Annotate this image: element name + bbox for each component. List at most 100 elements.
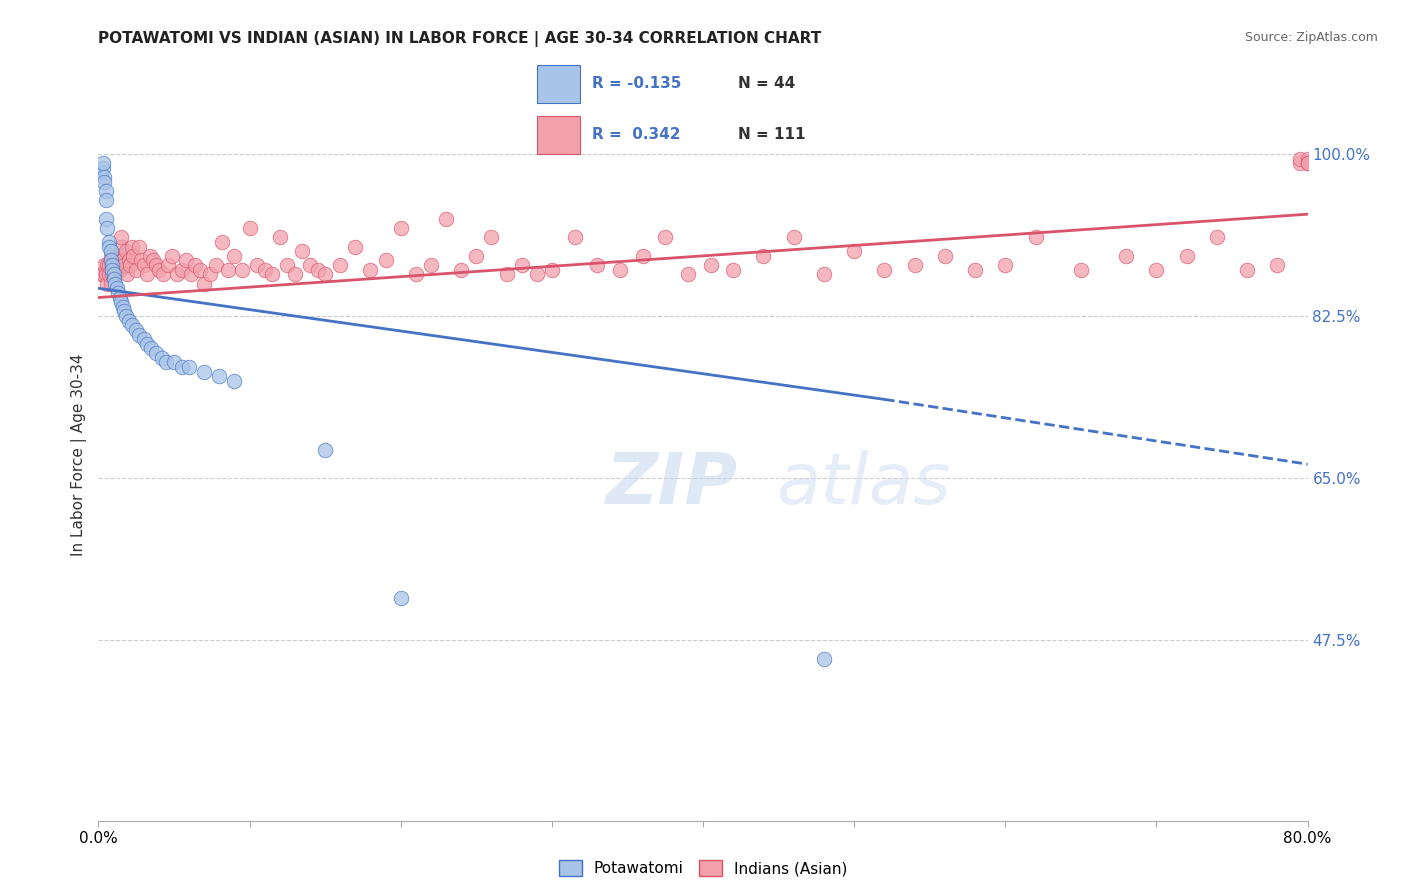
Point <box>844 244 866 259</box>
Point <box>540 262 562 277</box>
Point <box>246 258 269 272</box>
Point <box>110 295 132 310</box>
Point <box>128 327 150 342</box>
Legend: Potawatomi, Indians (Asian): Potawatomi, Indians (Asian) <box>553 855 853 882</box>
Point <box>122 249 145 263</box>
Point <box>465 249 488 263</box>
Point <box>139 249 162 263</box>
Point <box>98 258 121 272</box>
Point <box>782 230 804 244</box>
Point <box>1070 262 1092 277</box>
Point <box>752 249 775 263</box>
Point <box>224 374 246 388</box>
Point <box>105 281 128 295</box>
Point <box>148 262 170 277</box>
Point <box>1296 156 1319 170</box>
Point <box>224 249 246 263</box>
Point <box>162 249 184 263</box>
Point <box>873 262 896 277</box>
Point <box>699 258 721 272</box>
Point <box>314 443 336 458</box>
Point <box>112 258 135 272</box>
Point <box>135 336 157 351</box>
Point <box>177 359 201 374</box>
FancyBboxPatch shape <box>537 116 579 154</box>
Point <box>145 346 167 360</box>
Point <box>586 258 609 272</box>
Point <box>344 239 367 253</box>
Point <box>105 258 128 272</box>
Point <box>389 591 412 606</box>
Point <box>94 184 117 198</box>
Point <box>1296 152 1319 166</box>
Point <box>360 262 382 277</box>
Point <box>163 355 186 369</box>
Text: ZIP: ZIP <box>606 450 738 518</box>
Point <box>405 268 427 282</box>
Point <box>419 258 441 272</box>
Point <box>94 268 117 282</box>
Point <box>105 262 128 277</box>
Point <box>132 258 155 272</box>
Point <box>107 285 129 300</box>
Point <box>609 262 631 277</box>
Point <box>510 258 533 272</box>
Point <box>934 249 956 263</box>
Point <box>100 277 122 291</box>
Point <box>94 211 117 226</box>
Point <box>526 268 548 282</box>
Point <box>170 262 193 277</box>
Y-axis label: In Labor Force | Age 30-34: In Labor Force | Age 30-34 <box>72 353 87 557</box>
Text: N = 44: N = 44 <box>738 76 794 91</box>
Point <box>217 262 239 277</box>
Point <box>145 258 167 272</box>
Point <box>495 268 517 282</box>
Point <box>104 277 127 291</box>
Point <box>813 268 835 282</box>
Point <box>93 175 115 189</box>
Point <box>100 253 122 268</box>
Point <box>1289 152 1312 166</box>
Point <box>174 253 197 268</box>
Point <box>193 365 215 379</box>
Point <box>654 230 676 244</box>
Point <box>329 258 352 272</box>
Point <box>314 268 336 282</box>
Point <box>1144 262 1167 277</box>
Point <box>120 258 142 272</box>
Point <box>101 262 124 277</box>
Point <box>121 239 143 253</box>
Point <box>100 244 122 259</box>
Point <box>299 258 322 272</box>
Point <box>101 268 124 282</box>
Point <box>103 268 125 282</box>
Point <box>101 258 124 272</box>
Point <box>994 258 1017 272</box>
Point <box>115 268 138 282</box>
Point <box>100 249 122 263</box>
Text: N = 111: N = 111 <box>738 128 806 143</box>
Point <box>103 249 125 263</box>
Point <box>96 221 118 235</box>
Point <box>91 161 114 175</box>
Point <box>166 268 188 282</box>
Point <box>128 239 150 253</box>
Point <box>813 651 835 665</box>
Point <box>96 258 118 272</box>
Point <box>1236 262 1258 277</box>
Point <box>112 304 135 318</box>
Point <box>98 239 121 253</box>
Point <box>676 268 699 282</box>
Point <box>180 268 202 282</box>
Point <box>170 359 193 374</box>
Point <box>93 170 115 185</box>
Point <box>239 221 262 235</box>
Point <box>291 244 314 259</box>
Point <box>307 262 329 277</box>
Point <box>184 258 207 272</box>
Point <box>200 268 222 282</box>
Point <box>141 342 163 356</box>
Point <box>132 332 155 346</box>
Point <box>284 268 307 282</box>
Point <box>262 268 284 282</box>
